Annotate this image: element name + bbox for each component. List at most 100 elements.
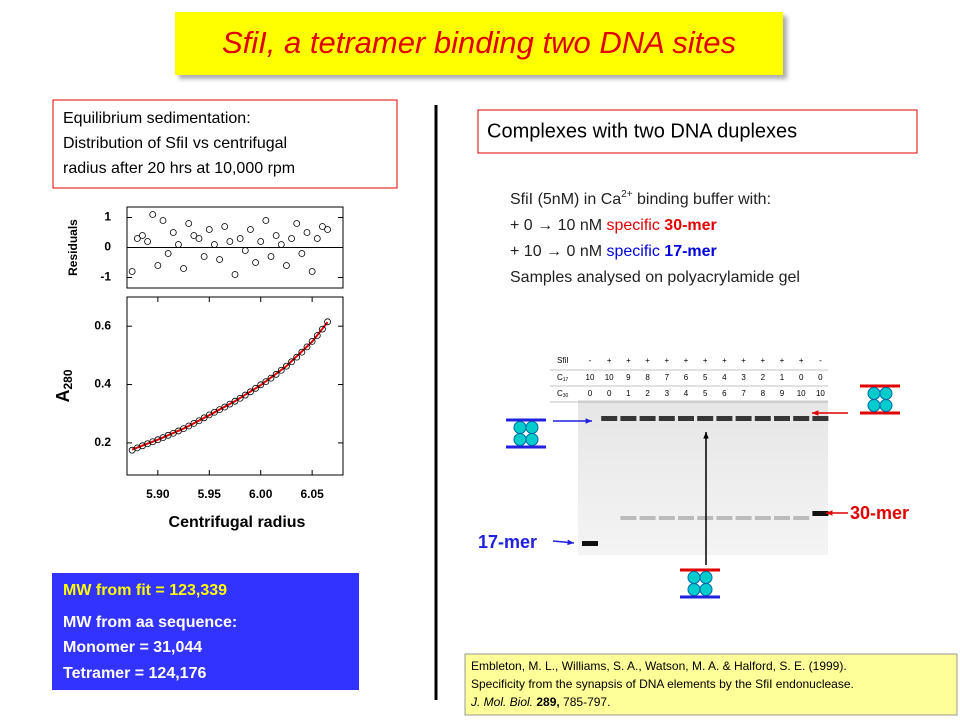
cell: 0 (607, 389, 612, 398)
cell: + (645, 356, 650, 365)
band (639, 416, 656, 421)
icon-circle (687, 583, 701, 596)
arrow-head (826, 510, 833, 516)
cell: 4 (722, 373, 727, 382)
data-point (190, 232, 198, 239)
band (774, 416, 790, 421)
data-point (308, 337, 316, 345)
band (620, 516, 637, 520)
y-axis-label: A280 (53, 369, 75, 402)
mw-fit: MW from fit = 123,339 (63, 582, 227, 599)
data-point (216, 256, 223, 263)
cell: + (722, 356, 727, 365)
cell: 0 (588, 389, 593, 398)
icon-circle (687, 571, 701, 584)
band (754, 516, 771, 520)
data-point (231, 397, 239, 405)
icon-circle (513, 433, 527, 446)
band (812, 416, 829, 421)
icon-circle (513, 421, 527, 434)
cell: 3 (665, 389, 670, 398)
data-point (164, 250, 172, 257)
y-axis-label: Residuals (66, 219, 80, 276)
row-label: SfiI (557, 356, 569, 365)
band (774, 516, 790, 520)
band (601, 416, 618, 421)
band (812, 511, 829, 516)
cell: 2 (645, 389, 650, 398)
band (697, 516, 714, 520)
cell: 0 (799, 373, 804, 382)
band (658, 416, 675, 421)
cell: 9 (780, 389, 785, 398)
cell: 1 (780, 373, 785, 382)
cell: - (589, 356, 592, 365)
data-point (257, 238, 265, 245)
y-tick-label: 0.2 (94, 435, 111, 449)
cell: 10 (605, 373, 614, 382)
y-tick-label: 1 (104, 210, 111, 224)
band (639, 516, 656, 520)
band (620, 416, 637, 421)
arrow-head (567, 539, 574, 546)
data-point (293, 353, 301, 361)
data-point (241, 391, 249, 399)
data-point (231, 271, 239, 278)
citation-line: Specificity from the synapsis of DNA ele… (471, 677, 854, 691)
y-tick-label: 0.4 (94, 377, 111, 391)
data-point (180, 265, 187, 272)
x-tick-label: 6.00 (249, 487, 273, 501)
condition-line: Samples analysed on polyacrylamide gel (510, 269, 800, 286)
cell: + (684, 356, 689, 365)
data-point (252, 259, 259, 266)
icon-circle (879, 387, 893, 400)
cell: + (760, 356, 765, 365)
cell: 10 (797, 389, 806, 398)
data-point (272, 370, 280, 378)
data-point (319, 223, 326, 230)
charts: 1 0 -1 Residuals 0.6 0.4 0.2 5.90 5.95 6.00 6.05 A2… (53, 206, 344, 531)
cell: 0 (818, 373, 823, 382)
x-tick-label: 5.95 (198, 487, 222, 501)
data-point (185, 220, 193, 227)
data-point (200, 253, 208, 260)
data-point (298, 348, 306, 356)
row-label: C17 (557, 373, 569, 383)
fit-line (131, 321, 329, 451)
cell: 6 (722, 389, 727, 398)
arrow-head (703, 432, 709, 439)
mw-box (52, 573, 359, 690)
title-box (175, 12, 783, 75)
row-label: C30 (557, 389, 569, 399)
cell: + (626, 356, 631, 365)
data-point (226, 400, 234, 408)
data-point (257, 381, 265, 389)
right-box-text: Complexes with two DNA duplexes (487, 120, 797, 142)
data-point (236, 235, 244, 242)
cell: + (799, 356, 804, 365)
data-point (221, 223, 229, 230)
cell: 10 (816, 389, 825, 398)
data-point (303, 343, 311, 351)
data-point (175, 241, 182, 248)
citation-line: J. Mol. Biol. 289, 785-797. (470, 695, 610, 709)
icon-circle (525, 421, 539, 434)
data-point (200, 414, 208, 422)
band (735, 516, 752, 520)
x-axis-label: Centrifugal radius (169, 514, 306, 531)
data-point (226, 238, 234, 245)
cell: 7 (665, 373, 670, 382)
left-box (52, 99, 398, 189)
cell: 2 (761, 373, 766, 382)
icon-circle (699, 571, 713, 584)
data-point (169, 229, 177, 236)
band (793, 516, 810, 520)
condition-line: + 0 → 10 nM specific 30-mer (510, 217, 717, 234)
cell: 8 (761, 389, 766, 398)
data-point (288, 358, 295, 366)
data-point (247, 226, 254, 233)
arrow-head (585, 418, 592, 424)
plot-frame (126, 296, 344, 476)
cell: + (664, 356, 669, 365)
